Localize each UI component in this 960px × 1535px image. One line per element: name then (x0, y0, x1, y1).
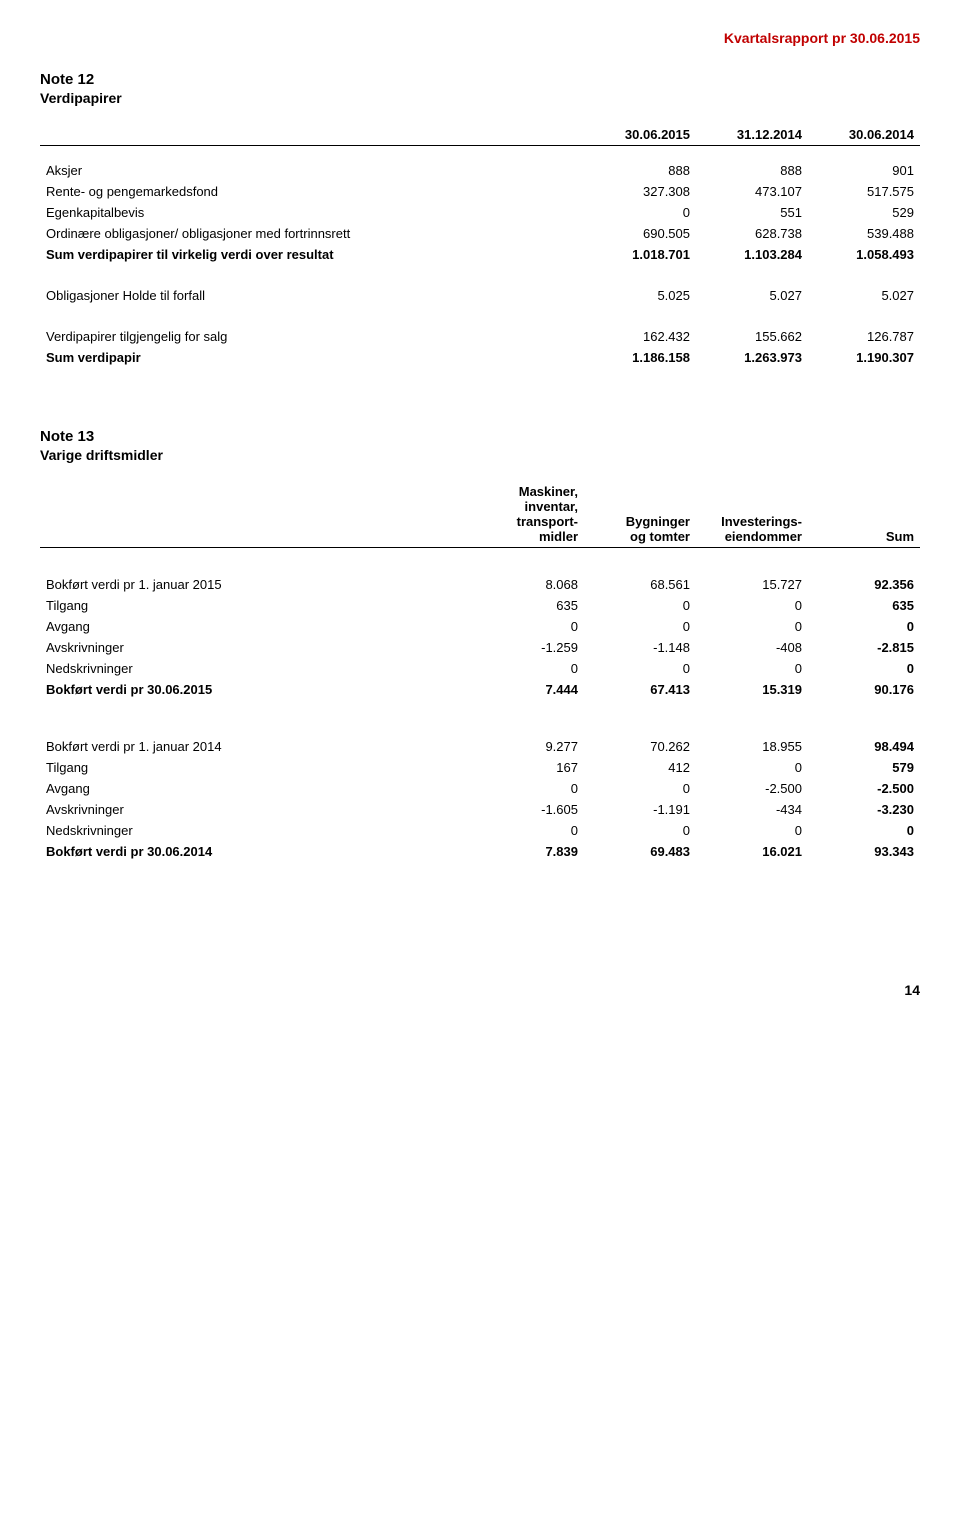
table-row: Tilgang 635 0 0 635 (40, 595, 920, 616)
table-row: Tilgang 167 412 0 579 (40, 757, 920, 778)
col-header: 31.12.2014 (696, 124, 808, 146)
note12-title: Note 12 (40, 71, 920, 88)
table-row: Avgang 0 0 0 0 (40, 616, 920, 637)
table-row: Avskrivninger -1.259 -1.148 -408 -2.815 (40, 637, 920, 658)
table-sum-row: Bokført verdi pr 30.06.2015 7.444 67.413… (40, 679, 920, 700)
page-number: 14 (40, 982, 920, 998)
col-header: Investerings- eiendommer (696, 481, 808, 548)
table-sum-row: Sum verdipapir 1.186.158 1.263.973 1.190… (40, 347, 920, 368)
table-row: Nedskrivninger 0 0 0 0 (40, 820, 920, 841)
table-sum-row: Sum verdipapirer til virkelig verdi over… (40, 244, 920, 265)
note13-section: Note 13 Varige driftsmidler Maskiner, in… (40, 428, 920, 862)
note13-subtitle: Varige driftsmidler (40, 447, 920, 463)
note12-section: Note 12 Verdipapirer 30.06.2015 31.12.20… (40, 71, 920, 368)
table-sum-row: Bokført verdi pr 30.06.2014 7.839 69.483… (40, 841, 920, 862)
table-row: Bokført verdi pr 1. januar 2015 8.068 68… (40, 574, 920, 595)
table-row: Obligasjoner Holde til forfall 5.025 5.0… (40, 285, 920, 306)
note12-table: 30.06.2015 31.12.2014 30.06.2014 Aksjer … (40, 124, 920, 368)
note13-table: Maskiner, inventar, transport- midler By… (40, 481, 920, 862)
table-row: Aksjer 888 888 901 (40, 160, 920, 181)
table-row: Avgang 0 0 -2.500 -2.500 (40, 778, 920, 799)
table-row: Egenkapitalbevis 0 551 529 (40, 202, 920, 223)
table-row: Rente- og pengemarkedsfond 327.308 473.1… (40, 181, 920, 202)
col-header: 30.06.2014 (808, 124, 920, 146)
table-row: Avskrivninger -1.605 -1.191 -434 -3.230 (40, 799, 920, 820)
table-row: Verdipapirer tilgjengelig for salg 162.4… (40, 326, 920, 347)
col-header: Sum (808, 481, 920, 548)
note13-title: Note 13 (40, 428, 920, 445)
col-header: Bygninger og tomter (584, 481, 696, 548)
table-row: Ordinære obligasjoner/ obligasjoner med … (40, 223, 920, 244)
note12-subtitle: Verdipapirer (40, 90, 920, 106)
table-row: Nedskrivninger 0 0 0 0 (40, 658, 920, 679)
col-header: 30.06.2015 (584, 124, 696, 146)
table-row: Bokført verdi pr 1. januar 2014 9.277 70… (40, 736, 920, 757)
col-header: Maskiner, inventar, transport- midler (472, 481, 584, 548)
page-header: Kvartalsrapport pr 30.06.2015 (40, 30, 920, 46)
